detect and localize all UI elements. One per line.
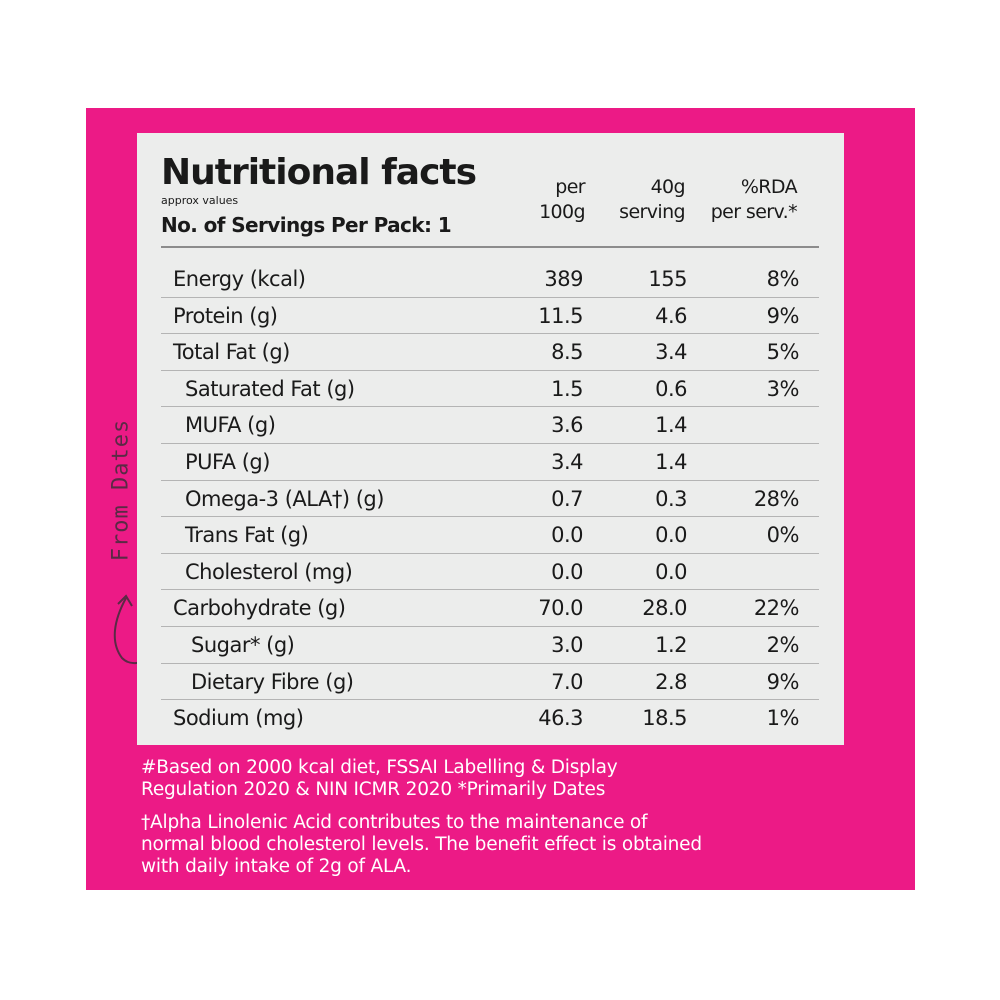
nutrient-name: Carbohydrate (g) [173,596,346,621]
value-rda: 9% [766,669,800,694]
nutrient-name: Saturated Fat (g) [185,376,355,401]
footnote-ala: †Alpha Linolenic Acid contributes to the… [141,812,702,878]
value-per-serving: 1.4 [655,449,687,474]
value-per-serving: 18.5 [642,706,687,731]
nutrient-name: PUFA (g) [185,449,270,474]
value-per-100g: 7.0 [551,669,583,694]
table-row: Carbohydrate (g) 70.0 28.0 22% [161,590,819,627]
nutrient-name: Trans Fat (g) [185,523,309,548]
value-per-serving: 28.0 [642,596,687,621]
value-per-100g: 0.0 [551,559,583,584]
value-per-serving: 0.6 [655,376,687,401]
table-row: Cholesterol (mg) 0.0 0.0 [161,554,819,591]
table-row: Total Fat (g) 8.5 3.4 5% [161,334,819,371]
nutrient-name: Cholesterol (mg) [185,559,353,584]
column-header-line: per [555,176,585,198]
footnote-line: Regulation 2020 & NIN ICMR 2020 *Primari… [141,779,606,800]
column-header-line: serving [619,201,685,223]
value-rda: 28% [753,486,800,511]
table-row: Protein (g) 11.5 4.6 9% [161,298,819,335]
table-row: MUFA (g) 3.6 1.4 [161,407,819,444]
value-per-100g: 0.0 [551,523,583,548]
header-divider [161,246,819,248]
panel-title: Nutritional facts [161,152,477,193]
table-row: Omega-3 (ALA†) (g) 0.7 0.3 28% [161,481,819,518]
nutrient-name: Protein (g) [173,303,278,328]
value-rda: 9% [766,303,800,328]
value-per-serving: 0.0 [655,559,687,584]
value-per-100g: 46.3 [538,706,583,731]
value-rda: 0% [766,523,800,548]
value-rda: 22% [753,596,800,621]
value-per-100g: 3.0 [551,632,583,657]
footnote-line: with daily intake of 2g of ALA. [141,856,412,877]
footnote-line: normal blood cholesterol levels. The ben… [141,834,702,855]
servings-per-pack: No. of Servings Per Pack: 1 [161,213,452,237]
value-per-serving: 2.8 [655,669,687,694]
table-row: Saturated Fat (g) 1.5 0.6 3% [161,371,819,408]
nutrient-name: Omega-3 (ALA†) (g) [185,486,384,511]
panel-subtitle: approx values [161,194,239,207]
value-per-serving: 1.2 [655,632,687,657]
value-per-100g: 1.5 [551,376,583,401]
table-row: Sodium (mg) 46.3 18.5 1% [161,700,819,737]
value-per-serving: 3.4 [655,340,687,365]
table-row: Dietary Fibre (g) 7.0 2.8 9% [161,664,819,701]
value-per-100g: 389 [544,267,583,291]
column-header-rda: %RDA per serv.* [687,175,798,225]
value-per-100g: 3.4 [551,449,583,474]
column-header-line: 100g [539,201,586,223]
column-header-line: per serv.* [710,201,798,223]
footnote-line: #Based on 2000 kcal diet, FSSAI Labellin… [141,757,618,778]
column-header-per-serving: 40g serving [575,175,685,225]
column-header-per-100g: per 100g [475,175,586,225]
nutrient-name: Dietary Fibre (g) [191,669,354,694]
nutrient-name: Total Fat (g) [173,340,290,365]
footnote-rda-basis: #Based on 2000 kcal diet, FSSAI Labellin… [141,757,618,801]
table-row: Trans Fat (g) 0.0 0.0 0% [161,517,819,554]
nutrient-table: Energy (kcal) 389 155 8% Protein (g) 11.5 4.6 9… [161,261,819,737]
nutrient-name: Sugar* (g) [191,632,295,657]
value-per-100g: 3.6 [551,413,583,438]
value-rda: 1% [766,706,800,731]
footnote-line: †Alpha Linolenic Acid contributes to the… [141,812,648,833]
value-rda: 3% [766,376,800,401]
value-per-serving: 0.3 [655,486,687,511]
value-per-100g: 70.0 [538,596,583,621]
table-row: PUFA (g) 3.4 1.4 [161,444,819,481]
nutrient-name: MUFA (g) [185,413,276,438]
column-header-line: 40g [650,176,686,198]
value-per-100g: 11.5 [538,303,583,328]
nutrient-name: Energy (kcal) [173,267,306,291]
table-row: Energy (kcal) 389 155 8% [161,261,819,298]
value-per-serving: 1.4 [655,413,687,438]
nutrient-name: Sodium (mg) [173,706,304,731]
value-rda: 2% [766,632,800,657]
value-per-serving: 0.0 [655,523,687,548]
nutrition-facts-panel: Nutritional facts approx values No. of S… [137,133,844,745]
column-header-line: %RDA [740,176,798,198]
value-per-100g: 8.5 [551,340,583,365]
value-rda: 5% [766,340,800,365]
value-per-100g: 0.7 [551,486,583,511]
value-per-serving: 155 [648,267,687,291]
table-row: Sugar* (g) 3.0 1.2 2% [161,627,819,664]
value-rda: 8% [766,267,800,291]
value-per-serving: 4.6 [655,303,687,328]
